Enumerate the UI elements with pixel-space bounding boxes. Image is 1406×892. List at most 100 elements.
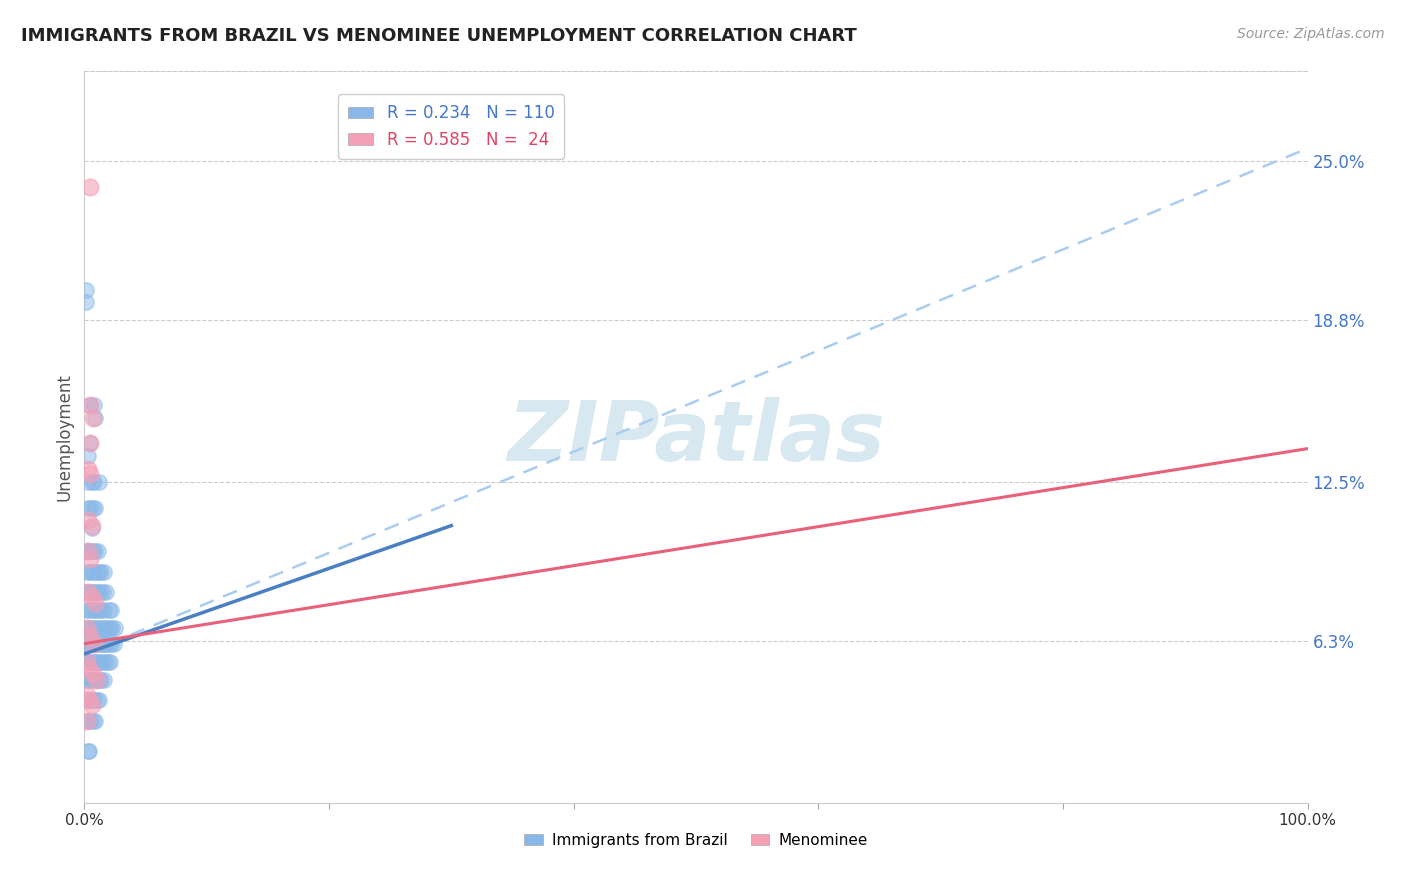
Point xyxy=(87,585,110,599)
Point xyxy=(75,295,97,310)
Point xyxy=(82,585,104,599)
Point xyxy=(79,629,101,643)
Point xyxy=(76,655,98,669)
Point xyxy=(87,475,110,489)
Point xyxy=(80,673,103,687)
Point xyxy=(79,436,101,450)
Point xyxy=(79,500,101,515)
Point xyxy=(100,637,122,651)
Point xyxy=(75,637,97,651)
Point xyxy=(82,621,104,635)
Point xyxy=(89,621,111,635)
Text: Source: ZipAtlas.com: Source: ZipAtlas.com xyxy=(1237,27,1385,41)
Point xyxy=(75,621,97,635)
Point xyxy=(79,714,101,728)
Point xyxy=(77,637,100,651)
Point xyxy=(80,698,103,713)
Point xyxy=(100,603,122,617)
Point xyxy=(80,591,103,605)
Point xyxy=(79,585,101,599)
Point xyxy=(86,673,108,687)
Point xyxy=(79,179,101,194)
Point xyxy=(75,544,97,558)
Point xyxy=(79,655,101,669)
Point xyxy=(83,693,105,707)
Point xyxy=(77,514,100,528)
Point xyxy=(80,565,103,579)
Point xyxy=(77,462,100,476)
Point xyxy=(82,500,104,515)
Point xyxy=(76,655,98,669)
Point xyxy=(83,398,105,412)
Point xyxy=(97,603,120,617)
Point xyxy=(77,714,100,728)
Point xyxy=(84,544,107,558)
Point xyxy=(86,673,108,687)
Point xyxy=(75,585,97,599)
Point xyxy=(86,693,108,707)
Point xyxy=(84,596,107,610)
Point xyxy=(77,744,100,758)
Point xyxy=(96,585,118,599)
Point xyxy=(80,475,103,489)
Point xyxy=(93,565,115,579)
Point xyxy=(76,688,98,702)
Point xyxy=(84,500,107,515)
Point xyxy=(82,655,104,669)
Point xyxy=(89,585,111,599)
Point xyxy=(98,655,121,669)
Point xyxy=(76,714,98,728)
Point xyxy=(76,637,98,651)
Point xyxy=(77,544,100,558)
Point xyxy=(76,565,98,579)
Point xyxy=(87,673,110,687)
Point xyxy=(76,603,98,617)
Point xyxy=(76,673,98,687)
Point xyxy=(75,655,97,669)
Point xyxy=(90,603,112,617)
Point xyxy=(77,744,100,758)
Point xyxy=(93,637,115,651)
Point xyxy=(87,621,110,635)
Point xyxy=(80,693,103,707)
Point xyxy=(76,621,98,635)
Point xyxy=(77,603,100,617)
Point xyxy=(83,603,105,617)
Point xyxy=(87,544,110,558)
Point xyxy=(77,585,100,599)
Point xyxy=(77,450,100,464)
Point xyxy=(77,662,100,676)
Point xyxy=(87,565,110,579)
Point xyxy=(77,655,100,669)
Point xyxy=(89,655,111,669)
Point xyxy=(84,655,107,669)
Point xyxy=(86,603,108,617)
Point xyxy=(77,500,100,515)
Point xyxy=(84,714,107,728)
Point xyxy=(93,637,115,651)
Point xyxy=(77,585,100,599)
Point xyxy=(80,603,103,617)
Point xyxy=(77,693,100,707)
Text: ZIPatlas: ZIPatlas xyxy=(508,397,884,477)
Point xyxy=(80,637,103,651)
Point xyxy=(82,714,104,728)
Point xyxy=(84,410,107,425)
Point xyxy=(77,673,100,687)
Point xyxy=(93,673,115,687)
Point xyxy=(77,475,100,489)
Point xyxy=(98,621,121,635)
Point xyxy=(77,544,100,558)
Point xyxy=(104,621,127,635)
Point xyxy=(86,637,108,651)
Point xyxy=(90,565,112,579)
Point xyxy=(83,475,105,489)
Point xyxy=(90,637,112,651)
Point xyxy=(91,655,114,669)
Point xyxy=(93,603,115,617)
Point xyxy=(77,693,100,707)
Y-axis label: Unemployment: Unemployment xyxy=(55,373,73,501)
Point xyxy=(97,637,120,651)
Point xyxy=(96,637,118,651)
Point xyxy=(83,565,105,579)
